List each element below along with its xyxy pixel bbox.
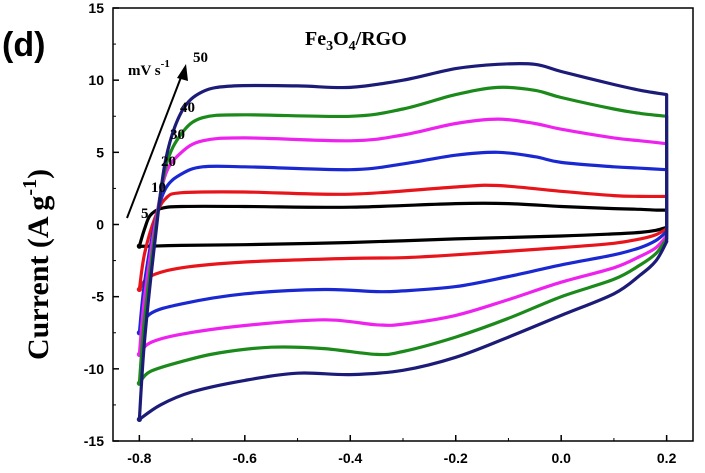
- y-tick-label: 0: [96, 217, 104, 233]
- cathodic-branch: [137, 234, 669, 356]
- series-50-mv: [136, 61, 669, 422]
- x-tick-label: 0.2: [657, 450, 677, 466]
- panel-label: (d): [2, 26, 45, 64]
- scan-rate-label-5: 5: [141, 206, 149, 222]
- cathodic-branch: [137, 230, 669, 335]
- scan-rate-label-10: 10: [151, 180, 166, 196]
- scan-rate-unit-main: mV s: [128, 63, 161, 79]
- scan-rate-arrow-head: [177, 64, 188, 81]
- anodic-branch: [137, 201, 669, 248]
- cathodic-branch: [137, 240, 669, 421]
- scan-rate-unit-sup: -1: [161, 58, 170, 70]
- x-tick-label: 0.0: [551, 450, 571, 466]
- y-tick-label: -5: [92, 289, 105, 305]
- series-end-marker: [136, 286, 142, 293]
- cathodic-branch: [137, 225, 669, 248]
- anodic-branch: [137, 117, 669, 356]
- series-30-mv: [136, 117, 669, 357]
- scan-rate-label-40: 40: [180, 100, 195, 116]
- scan-rate-arrow-shaft: [126, 71, 184, 219]
- y-tick-label: -10: [84, 361, 104, 377]
- series-end-marker: [136, 243, 142, 249]
- y-axis-label-close: ): [22, 169, 55, 179]
- scan-rate-label-20: 20: [161, 154, 176, 170]
- scan-rate-unit: mV s-1: [128, 58, 170, 79]
- y-tick-label: 5: [96, 144, 104, 160]
- title-segment: /RGO: [355, 28, 407, 50]
- series-end-marker: [136, 416, 142, 422]
- title-subscript: 3: [326, 39, 333, 54]
- x-tick-label: -0.2: [444, 450, 468, 466]
- scan-rate-label-30: 30: [170, 127, 185, 143]
- title-segment: O: [333, 28, 349, 50]
- y-axis-label-sup: -1: [19, 179, 41, 196]
- cv-curves: [136, 61, 669, 422]
- cathodic-branch: [137, 237, 669, 385]
- anodic-branch: [137, 61, 669, 421]
- y-tick-label: -15: [84, 433, 104, 449]
- cathodic-branch: [137, 227, 669, 292]
- y-tick-label: 10: [88, 72, 104, 88]
- y-tick-label: 15: [88, 0, 104, 16]
- chart-title: Fe3O4/RGO: [305, 28, 407, 54]
- title-subscript: 4: [349, 39, 356, 54]
- scan-rate-label-50: 50: [193, 50, 208, 66]
- y-axis-label-main: Current (A g: [22, 196, 55, 360]
- x-tick-label: -0.8: [127, 450, 151, 466]
- y-axis-label: Current (A g-1): [19, 169, 55, 360]
- x-tick-label: -0.6: [233, 450, 257, 466]
- title-segment: Fe: [305, 28, 326, 50]
- x-tick-label: -0.4: [338, 450, 362, 466]
- series-5-mv: [136, 201, 669, 249]
- plot-frame: [112, 7, 694, 442]
